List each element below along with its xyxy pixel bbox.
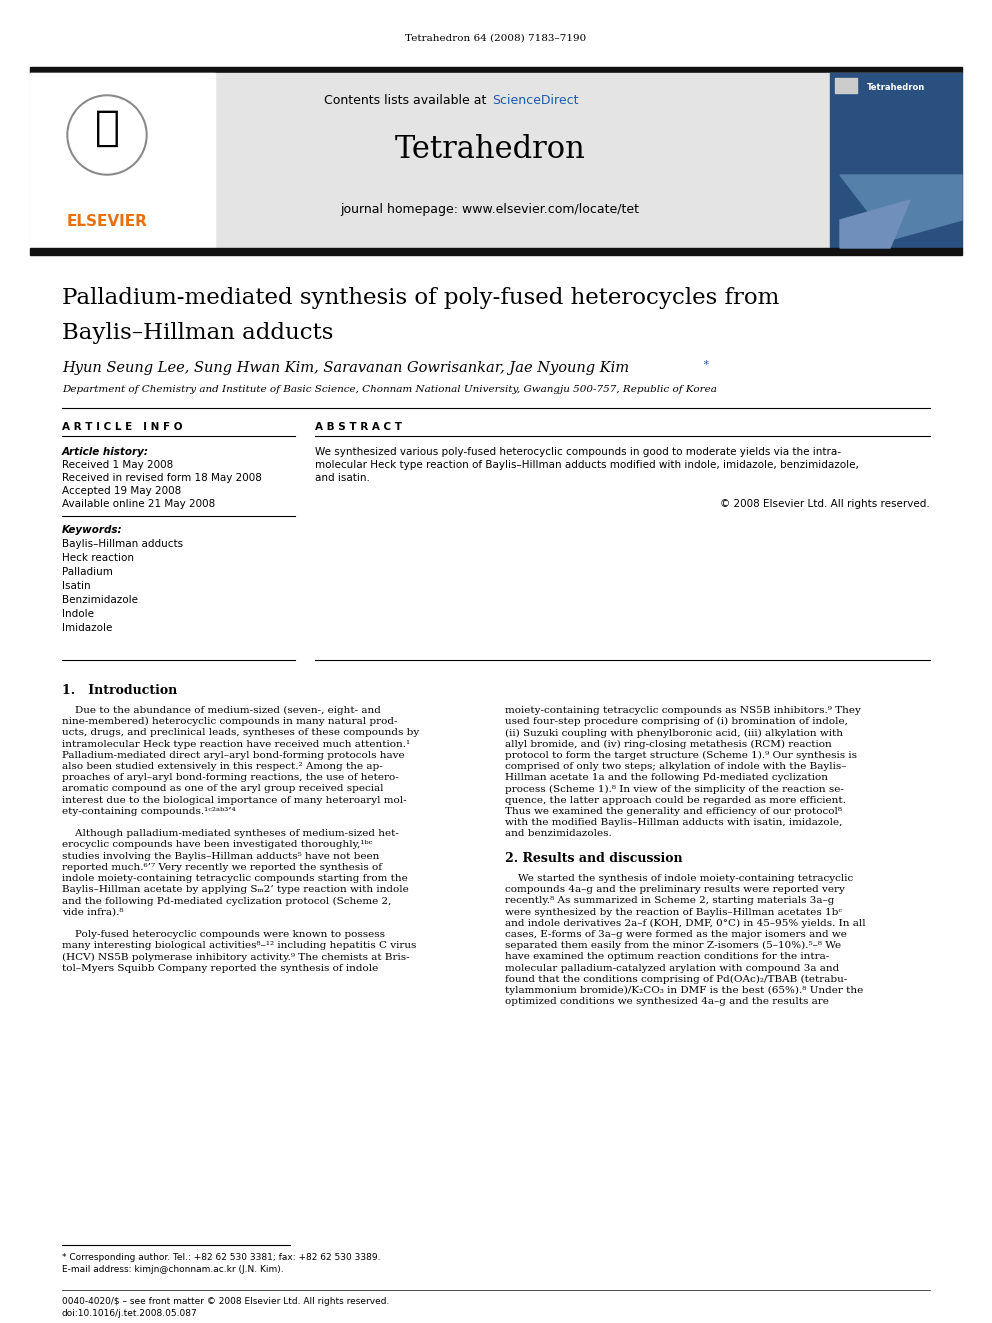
Text: 2. Results and discussion: 2. Results and discussion <box>505 852 682 865</box>
Bar <box>30 67 962 73</box>
Text: Tetrahedron: Tetrahedron <box>867 83 926 93</box>
Text: E-mail address: kimjn@chonnam.ac.kr (J.N. Kim).: E-mail address: kimjn@chonnam.ac.kr (J.N… <box>62 1265 284 1274</box>
Text: tol–Myers Squibb Company reported the synthesis of indole: tol–Myers Squibb Company reported the sy… <box>62 963 378 972</box>
Text: Accepted 19 May 2008: Accepted 19 May 2008 <box>62 486 182 496</box>
Text: erocyclic compounds have been investigated thoroughly,¹ᵇᶜ: erocyclic compounds have been investigat… <box>62 840 372 849</box>
Text: vide infra).⁸: vide infra).⁸ <box>62 908 123 917</box>
Polygon shape <box>840 175 962 239</box>
Text: (ii) Suzuki coupling with phenylboronic acid, (iii) alkylation with: (ii) Suzuki coupling with phenylboronic … <box>505 729 843 737</box>
Text: used four-step procedure comprising of (i) bromination of indole,: used four-step procedure comprising of (… <box>505 717 848 726</box>
Text: with the modified Baylis–Hillman adducts with isatin, imidazole,: with the modified Baylis–Hillman adducts… <box>505 818 842 827</box>
Text: interest due to the biological importance of many heteroaryl mol-: interest due to the biological importanc… <box>62 795 407 804</box>
Bar <box>830 73 962 247</box>
Text: molecular Heck type reaction of Baylis–Hillman adducts modified with indole, imi: molecular Heck type reaction of Baylis–H… <box>315 460 859 470</box>
Bar <box>30 247 962 255</box>
Circle shape <box>69 97 145 173</box>
Text: were synthesized by the reaction of Baylis–Hillman acetates 1bᶜ: were synthesized by the reaction of Bayl… <box>505 908 842 917</box>
Text: moiety-containing tetracyclic compounds as NS5B inhibitors.⁹ They: moiety-containing tetracyclic compounds … <box>505 706 861 714</box>
Text: 1.   Introduction: 1. Introduction <box>62 684 178 696</box>
Text: Hyun Seung Lee, Sung Hwan Kim, Saravanan Gowrisankar, Jae Nyoung Kim: Hyun Seung Lee, Sung Hwan Kim, Saravanan… <box>62 361 629 374</box>
Text: recently.⁸ As summarized in Scheme 2, starting materials 3a–g: recently.⁸ As summarized in Scheme 2, st… <box>505 897 834 905</box>
Text: Palladium: Palladium <box>62 568 113 577</box>
Text: Tetrahedron 64 (2008) 7183–7190: Tetrahedron 64 (2008) 7183–7190 <box>406 33 586 42</box>
Text: Hillman acetate 1a and the following Pd-mediated cyclization: Hillman acetate 1a and the following Pd-… <box>505 773 828 782</box>
Text: *: * <box>700 360 709 370</box>
Text: quence, the latter approach could be regarded as more efficient.: quence, the latter approach could be reg… <box>505 795 846 804</box>
Text: and isatin.: and isatin. <box>315 474 370 483</box>
Text: Article history:: Article history: <box>62 447 149 456</box>
Text: Palladium-mediated direct aryl–aryl bond-forming protocols have: Palladium-mediated direct aryl–aryl bond… <box>62 750 405 759</box>
Text: allyl bromide, and (iv) ring-closing metathesis (RCM) reaction: allyl bromide, and (iv) ring-closing met… <box>505 740 831 749</box>
Text: comprised of only two steps; alkylation of indole with the Baylis–: comprised of only two steps; alkylation … <box>505 762 846 771</box>
Text: Heck reaction: Heck reaction <box>62 553 134 564</box>
Text: We synthesized various poly-fused heterocyclic compounds in good to moderate yie: We synthesized various poly-fused hetero… <box>315 447 841 456</box>
Text: and the following Pd-mediated cyclization protocol (Scheme 2,: and the following Pd-mediated cyclizatio… <box>62 897 392 905</box>
Text: Keywords:: Keywords: <box>62 525 123 534</box>
Bar <box>30 73 962 247</box>
Text: © 2008 Elsevier Ltd. All rights reserved.: © 2008 Elsevier Ltd. All rights reserved… <box>720 499 930 509</box>
Text: Tetrahedron: Tetrahedron <box>395 135 585 165</box>
Text: A R T I C L E   I N F O: A R T I C L E I N F O <box>62 422 183 433</box>
Text: indole moiety-containing tetracyclic compounds starting from the: indole moiety-containing tetracyclic com… <box>62 875 408 882</box>
Text: nine-membered) heterocyclic compounds in many natural prod-: nine-membered) heterocyclic compounds in… <box>62 717 398 726</box>
Text: Baylis–Hillman acetate by applying Sₘ2’ type reaction with indole: Baylis–Hillman acetate by applying Sₘ2’ … <box>62 885 409 894</box>
Text: ELSEVIER: ELSEVIER <box>66 214 148 229</box>
Text: reported much.⁶’⁷ Very recently we reported the synthesis of: reported much.⁶’⁷ Very recently we repor… <box>62 863 382 872</box>
Text: many interesting biological activities⁸–¹² including hepatitis C virus: many interesting biological activities⁸–… <box>62 941 417 950</box>
Text: (HCV) NS5B polymerase inhibitory activity.⁹ The chemists at Bris-: (HCV) NS5B polymerase inhibitory activit… <box>62 953 410 962</box>
Text: aromatic compound as one of the aryl group received special: aromatic compound as one of the aryl gro… <box>62 785 384 794</box>
Text: tylammonium bromide)/K₂CO₃ in DMF is the best (65%).⁸ Under the: tylammonium bromide)/K₂CO₃ in DMF is the… <box>505 986 863 995</box>
Text: Indole: Indole <box>62 609 94 619</box>
Text: 🌲: 🌲 <box>94 107 119 149</box>
Bar <box>30 73 215 247</box>
Text: have examined the optimum reaction conditions for the intra-: have examined the optimum reaction condi… <box>505 953 829 962</box>
Text: journal homepage: www.elsevier.com/locate/tet: journal homepage: www.elsevier.com/locat… <box>340 204 640 217</box>
Text: Although palladium-mediated syntheses of medium-sized het-: Although palladium-mediated syntheses of… <box>62 830 399 839</box>
Text: studies involving the Baylis–Hillman adducts⁵ have not been: studies involving the Baylis–Hillman add… <box>62 852 379 860</box>
Text: Benzimidazole: Benzimidazole <box>62 595 138 605</box>
Text: 0040-4020/$ – see front matter © 2008 Elsevier Ltd. All rights reserved.: 0040-4020/$ – see front matter © 2008 El… <box>62 1298 390 1307</box>
Text: intramolecular Heck type reaction have received much attention.¹: intramolecular Heck type reaction have r… <box>62 740 410 749</box>
Text: Received 1 May 2008: Received 1 May 2008 <box>62 460 174 470</box>
Text: Thus we examined the generality and efficiency of our protocol⁸: Thus we examined the generality and effi… <box>505 807 842 816</box>
Text: Baylis–Hillman adducts: Baylis–Hillman adducts <box>62 321 333 344</box>
Text: A B S T R A C T: A B S T R A C T <box>315 422 402 433</box>
Text: Imidazole: Imidazole <box>62 623 112 632</box>
Text: ScienceDirect: ScienceDirect <box>492 94 578 106</box>
Text: optimized conditions we synthesized 4a–g and the results are: optimized conditions we synthesized 4a–g… <box>505 998 829 1007</box>
Text: Contents lists available at: Contents lists available at <box>323 94 490 106</box>
Text: Isatin: Isatin <box>62 581 90 591</box>
Text: compounds 4a–g and the preliminary results were reported very: compounds 4a–g and the preliminary resul… <box>505 885 845 894</box>
Text: separated them easily from the minor Z-isomers (5–10%).⁵–⁸ We: separated them easily from the minor Z-i… <box>505 941 841 950</box>
Text: * Corresponding author. Tel.: +82 62 530 3381; fax: +82 62 530 3389.: * Corresponding author. Tel.: +82 62 530… <box>62 1253 381 1262</box>
Text: molecular palladium-catalyzed arylation with compound 3a and: molecular palladium-catalyzed arylation … <box>505 963 839 972</box>
Text: proaches of aryl–aryl bond-forming reactions, the use of hetero-: proaches of aryl–aryl bond-forming react… <box>62 773 399 782</box>
Polygon shape <box>840 200 910 247</box>
Text: Available online 21 May 2008: Available online 21 May 2008 <box>62 499 215 509</box>
Text: protocol to form the target structure (Scheme 1).⁹ Our synthesis is: protocol to form the target structure (S… <box>505 750 857 759</box>
Text: ucts, drugs, and preclinical leads, syntheses of these compounds by: ucts, drugs, and preclinical leads, synt… <box>62 729 420 737</box>
Text: ety-containing compounds.¹ᶜ²ᵃᵇ³’⁴: ety-containing compounds.¹ᶜ²ᵃᵇ³’⁴ <box>62 807 236 816</box>
Text: Palladium-mediated synthesis of poly-fused heterocycles from: Palladium-mediated synthesis of poly-fus… <box>62 287 780 310</box>
Circle shape <box>67 95 147 175</box>
Text: doi:10.1016/j.tet.2008.05.087: doi:10.1016/j.tet.2008.05.087 <box>62 1310 197 1319</box>
Text: Due to the abundance of medium-sized (seven-, eight- and: Due to the abundance of medium-sized (se… <box>62 706 381 716</box>
Text: process (Scheme 1).⁸ In view of the simplicity of the reaction se-: process (Scheme 1).⁸ In view of the simp… <box>505 785 844 794</box>
Text: and benzimidazoles.: and benzimidazoles. <box>505 830 612 839</box>
Text: also been studied extensively in this respect.² Among the ap-: also been studied extensively in this re… <box>62 762 383 771</box>
Text: cases, E-forms of 3a–g were formed as the major isomers and we: cases, E-forms of 3a–g were formed as th… <box>505 930 847 939</box>
Text: We started the synthesis of indole moiety-containing tetracyclic: We started the synthesis of indole moiet… <box>505 875 853 882</box>
Bar <box>835 78 857 93</box>
Text: Poly-fused heterocyclic compounds were known to possess: Poly-fused heterocyclic compounds were k… <box>62 930 385 939</box>
Text: and indole derivatives 2a–f (KOH, DMF, 0°C) in 45–95% yields. In all: and indole derivatives 2a–f (KOH, DMF, 0… <box>505 918 866 927</box>
Text: Baylis–Hillman adducts: Baylis–Hillman adducts <box>62 538 184 549</box>
Text: Received in revised form 18 May 2008: Received in revised form 18 May 2008 <box>62 474 262 483</box>
Text: found that the conditions comprising of Pd(OAc)₂/TBAB (tetrabu-: found that the conditions comprising of … <box>505 975 847 984</box>
Text: Department of Chemistry and Institute of Basic Science, Chonnam National Univers: Department of Chemistry and Institute of… <box>62 385 717 394</box>
